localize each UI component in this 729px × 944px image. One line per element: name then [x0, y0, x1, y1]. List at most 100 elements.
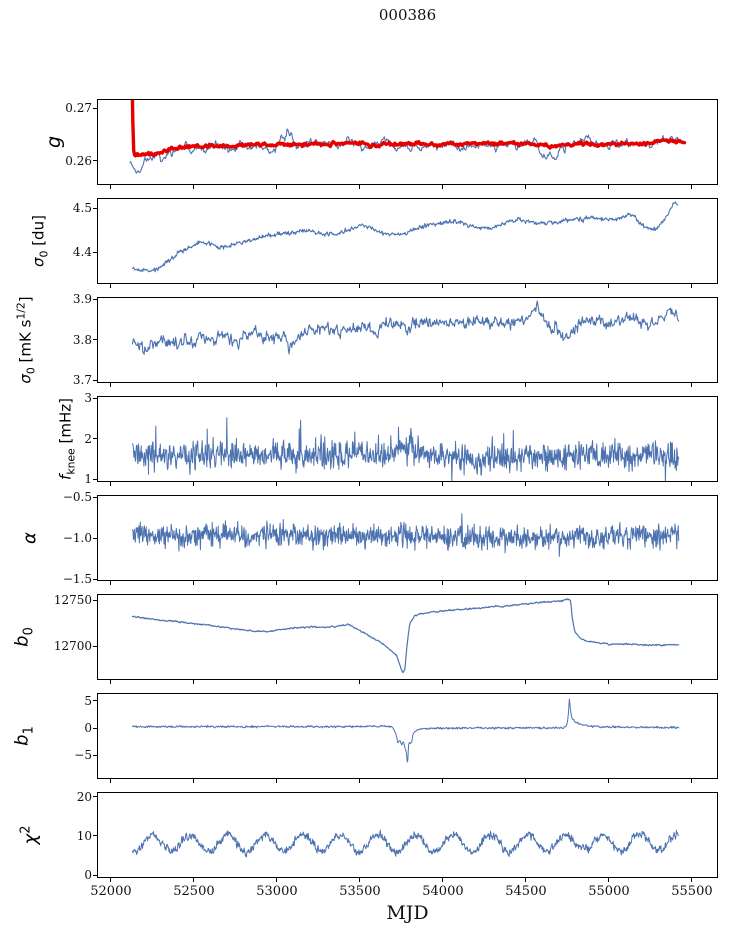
x-tick	[359, 581, 361, 585]
y-axis-label-g: g	[43, 135, 65, 149]
x-tick	[193, 581, 195, 585]
x-tick	[110, 284, 112, 288]
x-tick	[359, 680, 361, 684]
x-tick	[691, 680, 693, 684]
subplot-fknee	[97, 396, 718, 482]
x-tick	[359, 482, 361, 486]
x-tick	[110, 878, 112, 882]
plot-area-g	[129, 100, 687, 174]
y-tick-label-sigma0-mk: 3.7	[72, 373, 92, 388]
y-tick-label-sigma0-mk: 3.9	[72, 292, 92, 307]
plot-area-sigma0-du	[131, 201, 679, 273]
x-tick	[691, 779, 693, 783]
plot-area-b0	[131, 598, 680, 674]
x-tick	[442, 581, 444, 585]
y-tick-b1	[93, 727, 97, 729]
x-tick	[276, 284, 278, 288]
x-tick	[608, 383, 610, 387]
y-tick-alpha	[93, 496, 97, 498]
x-tick	[442, 383, 444, 387]
x-tick	[359, 284, 361, 288]
x-tick-label: 52000	[90, 884, 132, 899]
x-tick	[691, 878, 693, 882]
y-tick-label-chi2: 10	[76, 828, 92, 843]
y-tick-label-fknee: 3	[84, 391, 92, 406]
y-axis-label-sigma0-du: σ0 [du]	[29, 215, 51, 267]
x-tick	[276, 779, 278, 783]
subplot-g	[97, 99, 718, 185]
y-tick-sigma0-mk	[93, 339, 97, 341]
y-tick-chi2	[93, 835, 97, 837]
y-tick-label-alpha: −1.5	[62, 572, 92, 587]
subplot-alpha	[97, 495, 718, 581]
x-tick	[110, 482, 112, 486]
series-b1	[132, 698, 680, 763]
y-tick-g	[93, 107, 97, 109]
x-tick-label: 54000	[422, 884, 464, 899]
x-tick	[525, 878, 527, 882]
y-tick-b0	[93, 599, 97, 601]
y-tick-label-alpha: −0.5	[62, 490, 92, 505]
series-sigma0-mk	[131, 300, 680, 356]
y-tick-b0	[93, 645, 97, 647]
subplot-sigma0-du	[97, 198, 718, 284]
y-tick-g	[93, 160, 97, 162]
y-tick-label-alpha: −1.0	[62, 531, 92, 546]
y-tick-alpha	[93, 578, 97, 580]
y-tick-fknee	[93, 397, 97, 399]
x-tick	[110, 581, 112, 585]
y-axis-label-b0: b0	[11, 627, 37, 647]
x-tick	[193, 284, 195, 288]
series-g-raw	[129, 128, 680, 174]
y-tick-label-sigma0-du: 4.5	[72, 201, 92, 216]
y-tick-sigma0-mk	[93, 379, 97, 381]
y-tick-label-b0: 12700	[53, 639, 92, 654]
x-tick	[359, 779, 361, 783]
x-tick	[691, 581, 693, 585]
x-tick	[525, 581, 527, 585]
x-tick	[442, 878, 444, 882]
subplot-chi2	[97, 792, 718, 878]
y-axis-label-sigma0-mk: σ0 [mK s1/2]	[14, 296, 38, 384]
x-tick	[442, 680, 444, 684]
x-tick	[276, 482, 278, 486]
y-tick-label-chi2: 20	[76, 789, 92, 804]
y-tick-b1	[93, 754, 97, 756]
y-tick-label-b1: −5	[74, 748, 92, 763]
y-tick-chi2	[93, 796, 97, 798]
plot-title: 000386	[378, 6, 437, 24]
x-tick	[442, 482, 444, 486]
x-tick-label: 53500	[339, 884, 381, 899]
y-tick-label-g: 0.26	[65, 153, 92, 168]
x-tick	[359, 383, 361, 387]
y-tick-b1	[93, 700, 97, 702]
plot-area-chi2	[132, 829, 680, 858]
y-tick-sigma0-du	[93, 251, 97, 253]
y-tick-label-b1: 0	[84, 721, 92, 736]
subplot-b0	[97, 594, 718, 680]
x-tick	[276, 581, 278, 585]
x-tick	[193, 878, 195, 882]
y-tick-label-b0: 12750	[53, 593, 92, 608]
x-tick-label: 53000	[256, 884, 298, 899]
x-tick	[608, 878, 610, 882]
series-chi2	[132, 829, 680, 858]
x-tick	[442, 284, 444, 288]
series-fknee	[132, 417, 680, 481]
x-tick	[110, 383, 112, 387]
y-tick-chi2	[93, 874, 97, 876]
x-tick	[608, 581, 610, 585]
x-tick	[359, 878, 361, 882]
x-tick	[110, 185, 112, 189]
plot-area-b1	[132, 698, 680, 763]
x-tick	[691, 383, 693, 387]
x-tick	[525, 284, 527, 288]
x-tick	[193, 680, 195, 684]
x-tick	[110, 680, 112, 684]
x-tick	[442, 185, 444, 189]
plot-area-fknee	[132, 417, 680, 481]
x-tick-label: 52500	[173, 884, 215, 899]
x-tick	[525, 482, 527, 486]
x-tick	[525, 383, 527, 387]
x-tick	[608, 779, 610, 783]
